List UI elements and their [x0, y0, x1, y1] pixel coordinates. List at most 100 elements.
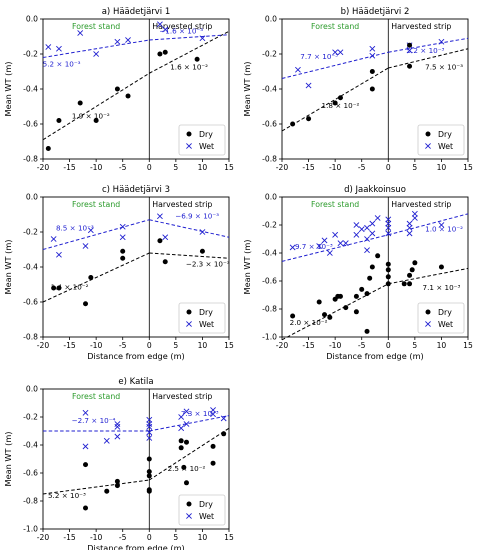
x-tick-label: -10 [329, 341, 342, 350]
dry-point [367, 275, 373, 281]
x-tick-label: -10 [329, 163, 342, 172]
dry-point [125, 93, 131, 99]
wet-fit-line [388, 213, 469, 236]
dry-fit-line [388, 48, 469, 69]
wet-point [146, 416, 153, 423]
panel-2: b) Häädetjärvi 2 Forest stand Harvested st… [242, 7, 473, 172]
wet-point [87, 227, 94, 234]
dry-fit-line [149, 427, 230, 481]
x-tick-label: -20 [37, 341, 50, 350]
dry-fit-line [149, 252, 230, 259]
dry-point [120, 255, 126, 261]
wet-slope-label: 5.2 × 10⁻³ [43, 60, 81, 69]
x-tick-label: 10 [437, 163, 447, 172]
dry-point [56, 285, 62, 291]
dry-point [327, 314, 333, 320]
wet-fit-line [42, 39, 150, 58]
forest-stand-label: Forest stand [72, 22, 120, 31]
dry-point [178, 445, 184, 451]
dry-point [353, 293, 359, 299]
dry-point [322, 312, 328, 318]
wet-point [93, 51, 100, 57]
wet-point [385, 216, 392, 223]
dry-slope-label: 1.4 × 10⁻² [51, 283, 89, 292]
harvested-strip-label: Harvested strip [391, 22, 451, 31]
legend-wet-marker [186, 321, 192, 327]
x-tick-label: -5 [358, 163, 366, 172]
dry-point [93, 118, 99, 123]
dry-point [337, 95, 343, 101]
wet-point [364, 236, 370, 242]
wet-fit-line [149, 415, 230, 432]
dry-point [337, 293, 343, 299]
dry-point [409, 267, 415, 273]
dry-point [316, 299, 322, 305]
wet-point [125, 37, 131, 43]
wet-point [369, 230, 376, 237]
wet-point [337, 49, 344, 56]
wet-point [146, 429, 153, 436]
y-tick-label: 0.0 [265, 193, 277, 202]
x-tick-label: -15 [63, 341, 76, 350]
wet-point [114, 423, 121, 430]
x-tick-label: -20 [37, 533, 50, 542]
dry-point [364, 291, 370, 297]
x-tick-label: -5 [119, 163, 127, 172]
x-axis-label: Distance from edge (m) [87, 351, 185, 361]
wet-point [438, 222, 445, 228]
wet-fit-line [42, 219, 150, 250]
dry-point [407, 272, 413, 278]
wet-fit-line [388, 37, 469, 53]
y-tick-label: 0.0 [265, 15, 277, 24]
y-tick-label: -0.2 [23, 413, 38, 422]
wet-slope-label: −2.7 × 10⁻⁴ [72, 416, 116, 425]
x-tick-label: 15 [224, 341, 234, 350]
dry-point [407, 281, 413, 287]
x-tick-label: 15 [463, 163, 473, 172]
y-tick-label: -0.8 [23, 333, 38, 342]
wet-point [385, 220, 392, 227]
dry-point [83, 462, 89, 468]
harvested-strip-label: Harvested strip [152, 392, 212, 401]
dry-slope-label: 5.2 × 10⁻³ [48, 491, 86, 500]
wet-point [178, 425, 185, 432]
y-tick-label: -0.6 [23, 298, 38, 307]
dry-point [407, 63, 413, 69]
dry-point [385, 267, 391, 273]
wet-point [353, 222, 360, 228]
y-tick-label: -0.6 [23, 469, 38, 478]
wet-point [406, 47, 413, 54]
dry-point [114, 86, 120, 92]
wet-point [332, 231, 339, 238]
wet-point [369, 220, 376, 227]
dry-slope-label: 1.8 × 10⁻² [322, 101, 360, 110]
dry-point [120, 248, 126, 254]
legend-wet-label: Wet [199, 320, 214, 329]
dry-slope-label: 7.5 × 10⁻³ [425, 63, 463, 72]
y-axis-label: Mean WT (m) [242, 62, 252, 117]
dry-fit-line [149, 30, 230, 74]
x-axis-label: Distance from edge (m) [326, 351, 424, 361]
dry-point [369, 86, 375, 92]
y-tick-label: -0.8 [262, 155, 277, 164]
legend-wet-label: Wet [199, 512, 214, 521]
dry-point [412, 260, 418, 266]
legend-dry-marker [186, 309, 192, 315]
wet-fit-line [281, 51, 389, 79]
wet-point [114, 38, 121, 45]
dry-slope-label: 2.0 × 10⁻² [290, 318, 328, 327]
dry-point [114, 478, 120, 484]
panel-title: a) Häädetjärvi 1 [102, 7, 171, 17]
legend: Dry Wet [417, 124, 465, 156]
y-tick-label: 0.0 [26, 15, 38, 24]
wet-point [114, 433, 121, 440]
legend-dry-label: Dry [199, 308, 213, 317]
wet-point [385, 230, 392, 237]
dry-point [385, 261, 391, 267]
x-tick-label: 0 [386, 341, 391, 350]
dry-point [45, 146, 51, 151]
forest-stand-label: Forest stand [311, 200, 359, 209]
x-tick-label: 5 [173, 163, 178, 172]
wet-point [337, 240, 344, 247]
